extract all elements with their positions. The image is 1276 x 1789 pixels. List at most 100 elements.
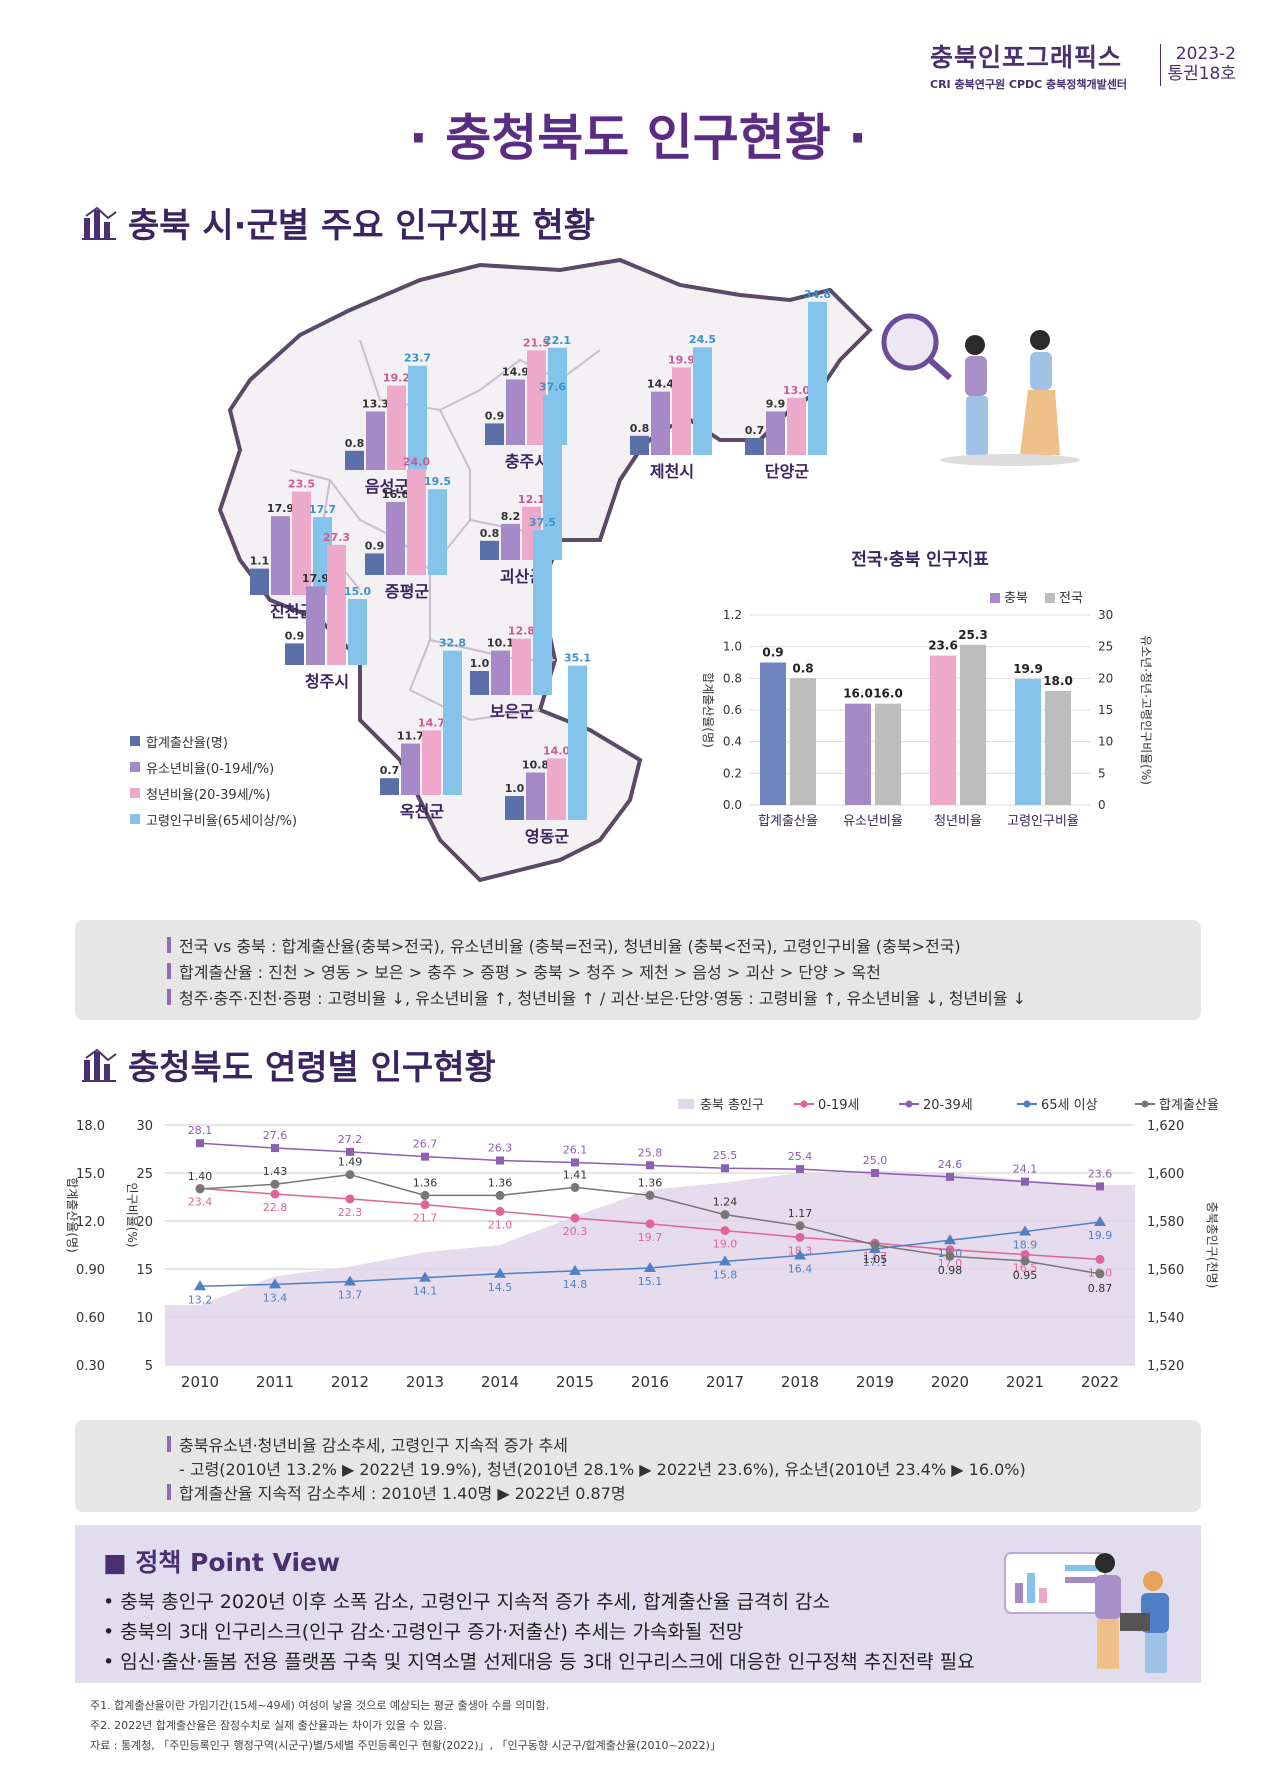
region-name: 제천시 [650,462,694,481]
series-point [646,1161,654,1170]
y-tick-tfr: 12.0 [76,1215,105,1230]
region-name: 영동군 [525,827,569,846]
series-value-label: 18.9 [1013,1239,1038,1252]
y-tick-right: 1,580 [1147,1215,1184,1230]
age-population-chart: 30 18.0 1,620 25 15.0 1,600 20 12.0 1,580 15 0.90 1… [65,1098,1220,1391]
region-bar-value: 0.9 [285,629,305,642]
region-bar [428,489,447,575]
series-point [496,1156,504,1165]
region-bar-value: 9.9 [766,397,786,410]
series-value-label: 1.05 [863,1253,888,1266]
series-value-label: 26.3 [488,1142,513,1155]
y-tick-right: 30 [1098,608,1113,622]
x-tick-label: 2010 [181,1373,219,1391]
region-bar-value: 17.9 [302,572,329,585]
header-divider [1160,44,1161,86]
y-tick-left: 0.4 [723,735,742,749]
policy-item: • 임신·출산·돌봄 전용 플랫폼 구축 및 지역소멸 선제대응 등 3대 인구… [103,1651,975,1673]
office-workers-illustration [1004,1552,1169,1673]
region-bar [386,501,405,575]
page-title: · 충청북도 인구현황 · [408,109,868,167]
series-value-label: 28.1 [188,1124,213,1137]
region-group-3: 0.8 14.4 19.9 24.5 제천시 [630,333,716,481]
region-bar [470,671,489,695]
region-bar-value: 17.9 [267,502,294,515]
series-value-label: 24.1 [1013,1163,1038,1176]
y-tick-tfr: 15.0 [76,1167,105,1182]
region-bar-value: 12.1 [518,493,545,506]
region-bar [766,411,785,455]
footnotes: 주1. 합계출산율이란 가임기간(15세~49세) 여성이 낳을 것으로 예상되… [90,1697,721,1757]
y-tick-right: 10 [1098,735,1113,749]
y-tick-left: 0.2 [723,766,742,780]
series-value-label: 26.1 [563,1143,588,1156]
region-group-5: 0.9 16.6 24.0 19.5 증평군 [365,455,451,601]
series-value-label: 1.36 [488,1176,513,1189]
legend-marker [800,1100,808,1108]
series-value-label: 0.95 [1013,1269,1038,1282]
issue-year: 2023-2 [1175,44,1236,64]
y-tick-pct: 20 [136,1215,153,1230]
legend-item-youth: 유소년비율(0-19세/%) [130,754,297,780]
series-point [571,1158,579,1167]
bar-value-label: 0.8 [792,661,813,675]
category-label: 청년비율 [934,814,982,829]
series-value-label: 19.9 [1088,1229,1113,1242]
region-bar-value: 15.0 [344,585,371,598]
series-value-label: 13.2 [188,1293,213,1306]
region-bar-value: 12.8 [508,625,535,638]
region-bar [491,650,510,695]
bar-chungbuk [845,703,871,805]
region-bar-value: 14.7 [418,716,445,729]
region-bar [407,469,426,575]
series-point [1095,1269,1105,1279]
series-value-label: 17.7 [863,1250,888,1263]
region-bar-value: 37.5 [529,516,556,529]
section1-title: 충북 시·군별 주요 인구지표 현황 [82,198,595,247]
series-value-label: 24.6 [938,1158,963,1171]
region-bar-value: 10.8 [522,758,549,771]
category-label: 고령인구비율 [1007,814,1079,829]
series-value-label: 20.3 [563,1225,588,1238]
series-value-label: 0.98 [938,1264,963,1277]
legend-item-young-adult: 청년비율(20-39세/%) [130,780,297,806]
bar-nation [960,644,986,805]
region-bar [387,385,406,470]
y-tick-pct: 25 [136,1167,153,1182]
policy-item: • 충북 총인구 2020년 이후 소폭 감소, 고령인구 지속적 증가 추세,… [103,1591,830,1613]
national-vs-chungbuk-chart: 전국·충북 인구지표 충북 전국 1.2 30 1.0 25 0.8 20 0.6 15 0.4 10… [701,550,1153,829]
legend-label: 합계출산율 [1159,1098,1219,1113]
series-value-label: 19.0 [713,1238,738,1251]
series-value-label: 1.36 [638,1176,663,1189]
region-bar-value: 1.0 [470,657,490,670]
series-point [570,1213,580,1223]
series-value-label: 23.4 [188,1195,213,1208]
region-bar-value: 34.8 [804,288,831,301]
legend-swatch-nation [1045,593,1055,603]
region-legend: 합계출산율(명) 유소년비율(0-19세/%) 청년비율(20-39세/%) 고… [130,728,297,832]
legend-item-tfr: 합계출산율(명) [130,728,297,754]
series-value-label: 13.4 [263,1291,288,1304]
region-bar-value: 13.3 [362,397,389,410]
series-point [945,1245,955,1255]
region-bar-value: 1.0 [505,782,525,795]
legend-swatch-chungbuk [990,593,1000,603]
y-axis-label-right: 유소년·청년·고령인구비율(%) [1139,635,1153,785]
y-tick-right: 1,620 [1147,1119,1184,1134]
x-tick-label: 2011 [256,1373,294,1391]
y-axis-label-tfr: 합계출산율(명) [65,1177,79,1253]
series-point [794,1249,806,1260]
y-tick-right: 20 [1098,671,1113,685]
region-bar-value: 37.6 [539,381,566,394]
note-line: 합계출산율 : 진천 > 영동 > 보은 > 충주 > 증평 > 충북 > 청주… [167,958,1201,984]
y-tick-right: 25 [1098,640,1113,654]
series-value-label: 1.24 [713,1196,738,1209]
region-name: 음성군 [365,477,409,496]
footnote: 자료 : 통계청, 「주민등록인구 행정구역(시군구)별/5세별 주민등록인구 … [90,1739,721,1752]
bar-nation [790,678,816,805]
region-bar [348,599,367,665]
section2-title: 충청북도 연령별 인구현황 [82,1040,496,1089]
series-value-label: 14.1 [413,1285,438,1298]
series-point [344,1275,356,1286]
note-line: - 고령(2010년 13.2% ▶ 2022년 19.9%), 청년(2010… [179,1460,1026,1479]
